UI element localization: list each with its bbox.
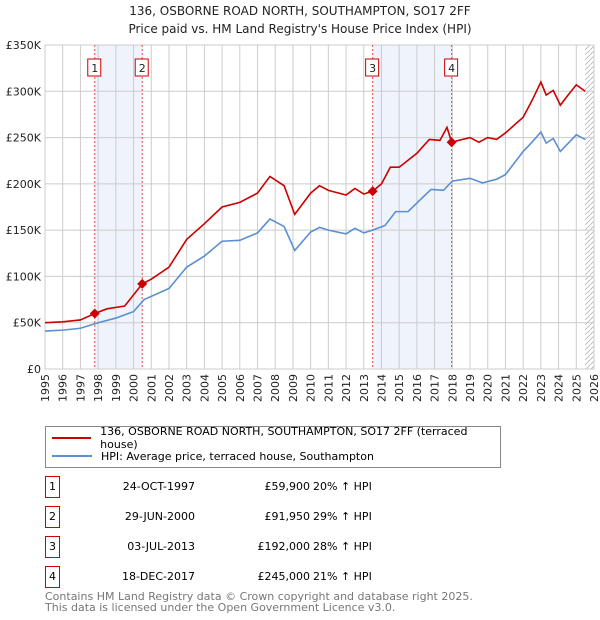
legend-item-property: 136, OSBORNE ROAD NORTH, SOUTHAMPTON, SO… (52, 425, 500, 451)
hpi-line (44, 130, 586, 332)
x-tick-label: 2010 (305, 374, 318, 402)
sale-marker-box: 2 (134, 58, 149, 77)
legend-label-hpi: HPI: Average price, terraced house, Sout… (101, 449, 374, 463)
price-chart: 1995 1996 1997 1998 1999 2000 2001 2002 2003 2004… (6, 39, 600, 402)
blue-line-swatch (52, 455, 92, 457)
x-tick-label: 2019 (464, 374, 477, 402)
footer-licence: This data is licensed under the Open Gov… (45, 601, 396, 614)
x-tick-label: 2005 (216, 374, 229, 402)
red-line-swatch (52, 437, 92, 439)
y-tick-label: £350K (6, 39, 42, 52)
sale-point (137, 278, 148, 289)
sale-price: £245,000 (257, 570, 311, 583)
y-tick-label: £200K (6, 178, 42, 191)
x-tick-label: 2022 (517, 374, 530, 402)
x-tick-label: 2003 (181, 374, 194, 402)
x-tick-label: 1997 (74, 374, 87, 402)
x-tick-label: 1999 (110, 374, 123, 402)
sale-marker-box: 3 (365, 58, 380, 77)
sale-hpi-change: 29% ↑ HPI (313, 510, 372, 523)
sale-price: £91,950 (264, 510, 311, 523)
legend: 136, OSBORNE ROAD NORTH, SOUTHAMPTON, SO… (45, 425, 501, 468)
sale-marker-label: 4 (45, 566, 60, 588)
y-tick-label: £300K (6, 85, 42, 98)
sale-box-label: 2 (139, 62, 146, 75)
sale-date: 03-JUL-2013 (127, 540, 195, 553)
sale-marker-label: 1 (45, 476, 60, 498)
sale-box-label: 4 (448, 62, 455, 75)
x-tick-label: 2026 (588, 374, 600, 402)
x-tick-label: 2007 (252, 374, 265, 402)
sale-box (134, 58, 149, 77)
forecast-hatch (585, 45, 594, 369)
x-tick-label: 2008 (269, 374, 282, 402)
x-tick-label: 2021 (499, 374, 512, 402)
sale-hpi-change: 21% ↑ HPI (313, 570, 372, 583)
x-tick-label: 2001 (145, 374, 158, 402)
sale-point (446, 137, 457, 148)
sale-row: 4 18-DEC-2017 £245,000 21% ↑ HPI (45, 566, 445, 588)
sale-date: 29-JUN-2000 (124, 510, 195, 523)
x-tick-label: 2000 (128, 374, 141, 402)
x-tick-label: 2023 (535, 374, 548, 402)
sale-hpi-change: 28% ↑ HPI (313, 540, 372, 553)
sale-date: 18-DEC-2017 (121, 570, 195, 583)
sale-row: 2 29-JUN-2000 £91,950 29% ↑ HPI (45, 506, 445, 528)
chart-title: 136, OSBORNE ROAD NORTH, SOUTHAMPTON, SO… (129, 4, 471, 18)
sale-marker-label: 3 (45, 536, 60, 558)
x-tick-label: 2015 (393, 374, 406, 402)
y-tick-label: £100K (6, 270, 42, 283)
sale-price: £59,900 (264, 480, 311, 493)
chart-subtitle: Price paid vs. HM Land Registry's House … (128, 22, 472, 36)
x-tick-label: 2014 (375, 374, 388, 402)
x-tick-label: 2013 (358, 374, 371, 402)
plot-frame (44, 44, 595, 370)
sale-row: 1 24-OCT-1997 £59,900 20% ↑ HPI (45, 476, 445, 498)
x-tick-label: 2016 (411, 374, 424, 402)
x-tick-label: 1995 (39, 374, 52, 402)
x-tick-label: 2012 (340, 374, 353, 402)
sale-box (444, 58, 459, 77)
sale-row: 3 03-JUL-2013 £192,000 28% ↑ HPI (45, 536, 445, 558)
y-tick-label: £0 (27, 363, 41, 376)
x-tick-label: 2025 (570, 374, 583, 402)
x-tick-label: 2006 (234, 374, 247, 402)
sale-box-label: 1 (91, 62, 98, 75)
x-tick-label: 2024 (553, 374, 566, 402)
y-tick-label: £150K (6, 224, 42, 237)
x-tick-label: 2002 (163, 374, 176, 402)
x-tick-label: 2017 (429, 374, 442, 402)
footer-copyright: Contains HM Land Registry data © Crown c… (45, 590, 473, 603)
sale-box (365, 58, 380, 77)
x-tick-label: 1998 (92, 374, 105, 402)
y-tick-label: £250K (6, 132, 42, 145)
x-tick-label: 2020 (482, 374, 495, 402)
shaded-range (94, 45, 143, 369)
x-tick-label: 2009 (287, 374, 300, 402)
x-tick-label: 1996 (57, 374, 70, 402)
property-price-line (44, 80, 586, 324)
x-tick-label: 2011 (322, 374, 335, 402)
sale-marker-box: 1 (87, 58, 102, 77)
sale-date: 24-OCT-1997 (122, 480, 195, 493)
legend-item-hpi: HPI: Average price, terraced house, Sout… (52, 448, 374, 464)
sale-marker-label: 2 (45, 506, 60, 528)
x-tick-label: 2004 (198, 374, 211, 402)
sale-point (89, 308, 100, 319)
sale-price: £192,000 (257, 540, 311, 553)
sale-point (367, 186, 378, 197)
sale-marker-box: 4 (444, 58, 459, 77)
sale-hpi-change: 20% ↑ HPI (313, 480, 372, 493)
legend-label-property: 136, OSBORNE ROAD NORTH, SOUTHAMPTON, SO… (100, 425, 468, 451)
y-tick-label: £50K (13, 317, 42, 330)
sale-box (87, 58, 102, 77)
sale-box-label: 3 (369, 62, 376, 75)
x-tick-label: 2018 (446, 374, 459, 402)
